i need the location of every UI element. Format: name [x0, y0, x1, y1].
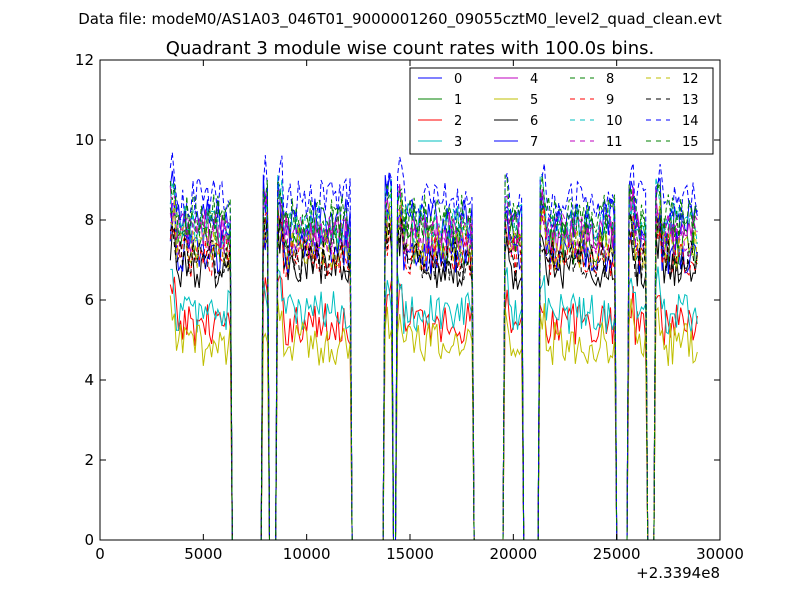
legend-label-8: 8	[606, 72, 614, 87]
legend-label-12: 12	[682, 72, 699, 87]
legend-label-6: 6	[530, 114, 538, 129]
legend-label-9: 9	[606, 93, 614, 108]
x-tick-label: 30000	[696, 545, 744, 563]
y-tick-label: 6	[84, 291, 94, 309]
x-tick-label: 25000	[593, 545, 641, 563]
legend-label-1: 1	[454, 93, 462, 108]
legend-label-14: 14	[682, 114, 699, 129]
legend-label-5: 5	[530, 93, 538, 108]
legend-label-0: 0	[454, 72, 462, 87]
legend-box	[409, 67, 714, 155]
x-tick-label: 10000	[283, 545, 331, 563]
suptitle: Data file: modeM0/AS1A03_046T01_90000012…	[78, 10, 722, 29]
x-tick-label: 15000	[386, 545, 434, 563]
y-tick-label: 2	[84, 451, 94, 469]
legend-label-2: 2	[454, 114, 462, 129]
legend-label-15: 15	[682, 135, 699, 150]
x-tick-label: 5000	[184, 545, 222, 563]
legend-label-13: 13	[682, 93, 699, 108]
chart-title: Quadrant 3 module wise count rates with …	[166, 38, 655, 59]
y-tick-label: 8	[84, 211, 94, 229]
y-tick-label: 4	[84, 371, 94, 389]
y-tick-label: 12	[75, 51, 94, 69]
series-line-12	[169, 198, 698, 541]
series-line-15	[169, 174, 698, 541]
legend-label-11: 11	[606, 135, 623, 150]
legend-label-4: 4	[530, 72, 538, 87]
x-tick-label: 0	[95, 545, 105, 563]
y-tick-label: 0	[84, 531, 94, 549]
x-tick-label: 20000	[489, 545, 537, 563]
series-line-14	[169, 152, 698, 541]
legend-label-3: 3	[454, 135, 462, 150]
legend-label-10: 10	[606, 114, 623, 129]
y-tick-label: 10	[75, 131, 94, 149]
x-offset-label: +2.3394e8	[636, 564, 720, 582]
legend-label-7: 7	[530, 135, 538, 150]
series-line-10	[169, 173, 698, 541]
